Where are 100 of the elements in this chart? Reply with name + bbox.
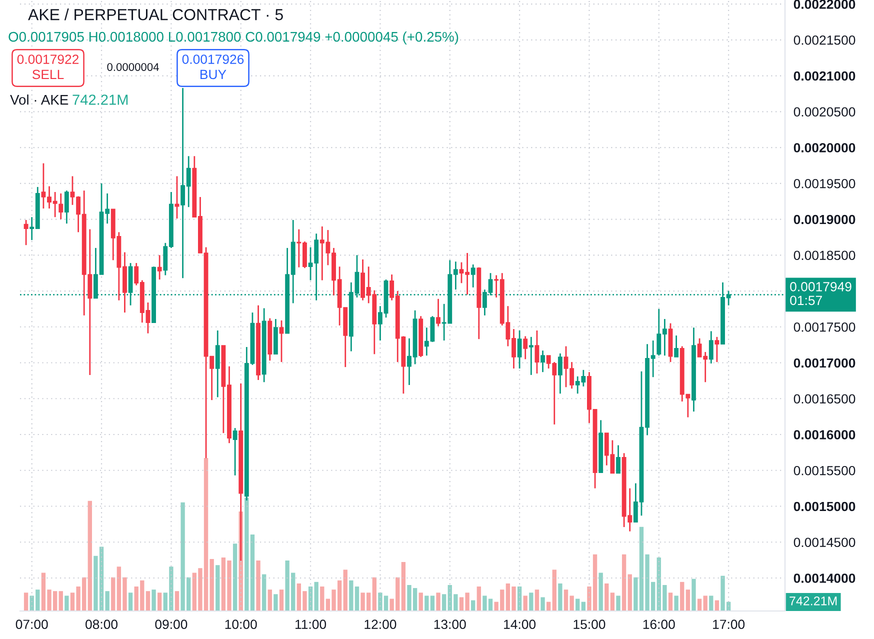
x-tick-label: 15:00 <box>574 620 606 630</box>
annotation: 742.21M <box>72 94 128 105</box>
bar <box>320 586 324 611</box>
y-tick-label: 0.0021500 <box>794 35 856 45</box>
candlestick <box>279 320 284 363</box>
candlestick <box>470 264 476 288</box>
candlestick <box>534 330 540 374</box>
x-tick-label: 17:00 <box>713 620 745 630</box>
bar <box>674 596 678 611</box>
bar <box>523 596 528 611</box>
bar <box>598 572 603 611</box>
bar <box>256 560 260 611</box>
bar <box>552 570 556 611</box>
bar <box>418 592 423 611</box>
text: O0.0017905 H0.0018000 L0.0017800 C0.0017949 +0.0000045 (+0.25%) <box>8 32 458 44</box>
bar <box>692 578 696 611</box>
bar <box>436 592 440 611</box>
annotation: 0.0017926 BUY <box>182 54 244 80</box>
y-tick-label: 0.0018500 <box>794 250 856 260</box>
bar <box>343 570 348 611</box>
bar <box>216 565 220 611</box>
x-tick-label: 08:00 <box>86 620 118 630</box>
bar <box>128 592 133 611</box>
bar <box>146 591 150 611</box>
bar <box>628 574 632 611</box>
candlestick <box>24 219 28 246</box>
annotation: 0.0017922 SELL <box>17 54 79 80</box>
candlestick <box>540 350 545 373</box>
y-tick-label: 0.0016000 <box>794 430 856 440</box>
bar <box>64 596 69 611</box>
bar <box>88 500 92 611</box>
bar <box>424 596 429 611</box>
y-tick-label: 0.0016500 <box>794 394 856 404</box>
candlestick <box>436 298 440 327</box>
bar <box>442 594 446 611</box>
candlestick <box>517 330 522 370</box>
bar <box>540 597 545 611</box>
y-tick-label: 0.0022000 <box>794 0 856 9</box>
bar <box>680 582 684 611</box>
x-tick-label: 07:00 <box>16 620 48 630</box>
x-tick-label: 13:00 <box>434 620 466 630</box>
bar <box>174 591 180 611</box>
text: 742.21M <box>790 596 837 606</box>
bar <box>529 592 534 611</box>
bar <box>111 577 116 611</box>
candlestick <box>157 254 162 280</box>
candlestick <box>215 330 220 398</box>
candlestick <box>714 336 720 363</box>
candlestick <box>708 330 714 364</box>
bar <box>703 596 708 611</box>
bar <box>152 590 156 611</box>
x-tick-label: 10:00 <box>225 620 257 630</box>
bar <box>157 592 162 611</box>
y-tick-label: 0.0017500 <box>794 322 856 332</box>
candlestick <box>616 444 620 474</box>
y-tick-label: 0.0021000 <box>794 71 856 81</box>
y-tick-label: 0.0015000 <box>794 502 856 512</box>
candlestick <box>523 336 528 360</box>
candlestick <box>174 176 180 220</box>
bar <box>534 590 540 611</box>
bar <box>268 590 272 611</box>
chart-title: AKE / PERPETUAL CONTRACT · 5 <box>28 8 283 20</box>
bar <box>616 596 620 611</box>
y-tick-label: 0.0019500 <box>794 178 856 188</box>
bar <box>58 591 63 611</box>
ref-line-label: 0.0017949 01:57 <box>790 282 852 306</box>
y-tick-label: 0.0020500 <box>794 107 856 117</box>
bar <box>558 583 562 611</box>
bar <box>401 562 406 611</box>
x-tick-label: 09:00 <box>155 620 188 630</box>
candlestick <box>58 192 64 220</box>
bar <box>262 574 266 611</box>
candlestick <box>674 334 679 358</box>
candlestick <box>232 427 238 476</box>
y-tick-label: 0.0017000 <box>794 358 856 368</box>
bar <box>668 592 673 611</box>
bar <box>274 594 278 611</box>
y-tick-label: 0.0014000 <box>794 574 856 583</box>
bar <box>24 592 28 611</box>
y-tick-label: 0.0015500 <box>794 466 856 476</box>
bar <box>709 596 714 611</box>
bar <box>430 596 435 611</box>
annotation: Vol · AKE <box>10 94 68 105</box>
bar <box>232 544 238 611</box>
x-tick-label: 12:00 <box>364 620 396 630</box>
bar <box>686 590 690 611</box>
candlestick <box>64 190 69 224</box>
bar <box>576 598 580 611</box>
bar <box>476 586 481 611</box>
bar <box>372 577 376 611</box>
annotation: 0.0000004 <box>107 63 159 71</box>
bar <box>604 583 609 611</box>
x-tick-label: 16:00 <box>643 620 675 630</box>
x-tick-label: 11:00 <box>296 620 326 630</box>
y-tick-label: 0.0020000 <box>794 143 856 152</box>
candlestick <box>528 336 534 376</box>
y-tick-label: 0.0019000 <box>794 214 856 224</box>
bar <box>622 554 626 611</box>
bar <box>279 590 284 611</box>
candlestick <box>558 352 562 394</box>
